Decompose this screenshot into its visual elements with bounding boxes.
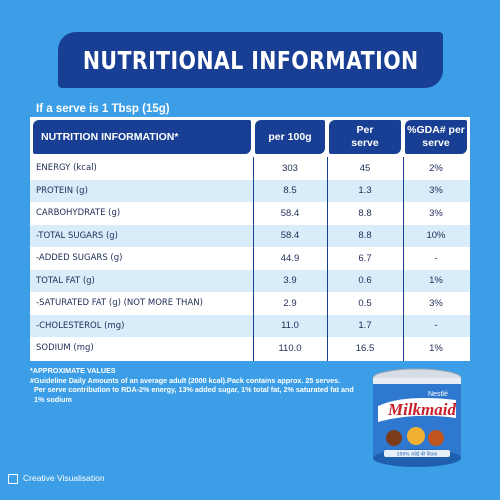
table-row: PROTEIN (g) 8.5 1.3 3% (30, 179, 470, 202)
value-per-serve: 6.7 (358, 252, 372, 264)
page-title: NUTRITIONAL INFORMATION (82, 45, 419, 75)
header-per-serve: Per serve (329, 120, 401, 154)
nutrient-name: -CHOLESTEROL (mg) (36, 320, 125, 331)
visualisation-checkbox-icon (8, 474, 18, 484)
milkmaid-can-image: Nestlé Milkmaid 100% रसोई की मिठास (364, 366, 470, 470)
value-per-100g: 110.0 (278, 342, 302, 354)
value-per-serve: 0.6 (358, 275, 372, 287)
table-row: ENERGY (kcal) 303 45 2% (30, 157, 470, 180)
nutrient-name: CARBOHYDRATE (g) (36, 208, 121, 219)
title-banner: NUTRITIONAL INFORMATION (58, 32, 443, 88)
serve-note: If a serve is 1 Tbsp (15g) (36, 103, 170, 115)
footnote-gda: #Guideline Daily Amounts of an average a… (30, 375, 341, 385)
column-divider (403, 157, 404, 361)
footnotes: *APPROXIMATE VALUES #Guideline Daily Amo… (30, 366, 360, 405)
value-gda: - (434, 320, 438, 332)
table-row: -SATURATED FAT (g) (NOT MORE THAN) 2.9 0.5… (30, 292, 470, 315)
nutrient-name: SODIUM (mg) (36, 343, 94, 354)
nutrient-name: PROTEIN (g) (36, 185, 88, 196)
value-per-100g: 303 (282, 162, 298, 174)
footnote-approx: *APPROXIMATE VALUES (30, 366, 116, 375)
nutrient-name: -TOTAL SUGARS (g) (36, 230, 119, 241)
can-product-name: Milkmaid (387, 400, 457, 419)
value-per-serve: 1.7 (358, 320, 372, 332)
nutrient-name: ENERGY (kcal) (36, 163, 97, 174)
table-header: NUTRITION INFORMATION* per 100g Per serv… (30, 117, 470, 157)
value-gda: 1% (429, 275, 443, 287)
header-nutrition-information: NUTRITION INFORMATION* (33, 120, 251, 154)
value-per-serve: 45 (359, 162, 371, 174)
value-gda: 2% (429, 162, 443, 174)
footnote-rda: Per serve contribution to RDA-2% energy,… (34, 385, 354, 405)
nutrient-name: -ADDED SUGARS (g) (36, 253, 123, 264)
value-per-100g: 8.5 (283, 185, 297, 197)
value-per-serve: 8.8 (358, 230, 372, 242)
value-per-100g: 44.9 (280, 252, 300, 264)
value-per-100g: 58.4 (280, 230, 300, 242)
value-per-100g: 11.0 (281, 320, 299, 332)
value-gda: 1% (429, 342, 443, 354)
value-gda: 3% (429, 297, 443, 309)
value-per-100g: 58.4 (280, 207, 300, 219)
value-gda: - (434, 252, 438, 264)
table-row: CARBOHYDRATE (g) 58.4 8.8 3% (30, 202, 470, 225)
column-divider (327, 157, 328, 361)
table-row: -TOTAL SUGARS (g) 58.4 8.8 10% (30, 224, 470, 247)
visualisation-note: Creative Visualisation (23, 473, 105, 483)
value-per-serve: 1.3 (358, 185, 372, 197)
column-divider (253, 157, 254, 361)
value-per-serve: 8.8 (358, 207, 372, 219)
value-per-serve: 16.5 (355, 342, 375, 354)
table-row: SODIUM (mg) 110.0 16.5 1% (30, 337, 470, 360)
can-brand: Nestlé (428, 391, 448, 398)
can-tagline: 100% रसोई की मिठास (397, 451, 439, 458)
value-gda: 3% (429, 185, 443, 197)
table-row: -CHOLESTEROL (mg) 11.0 1.7 - (30, 314, 470, 337)
nutrient-name: TOTAL FAT (g) (36, 275, 95, 286)
nutrition-table: NUTRITION INFORMATION* per 100g Per serv… (30, 117, 470, 361)
header-per-100g: per 100g (255, 120, 325, 154)
nutrient-name: -SATURATED FAT (g) (NOT MORE THAN) (36, 298, 203, 309)
header-gda-per-serve: %GDA# per serve (405, 120, 467, 154)
value-per-100g: 2.9 (283, 297, 297, 309)
value-gda: 3% (429, 207, 443, 219)
value-per-100g: 3.9 (283, 275, 297, 287)
table-row: -ADDED SUGARS (g) 44.9 6.7 - (30, 247, 470, 270)
value-per-serve: 0.5 (358, 297, 372, 309)
table-row: TOTAL FAT (g) 3.9 0.6 1% (30, 269, 470, 292)
value-gda: 10% (426, 230, 446, 242)
